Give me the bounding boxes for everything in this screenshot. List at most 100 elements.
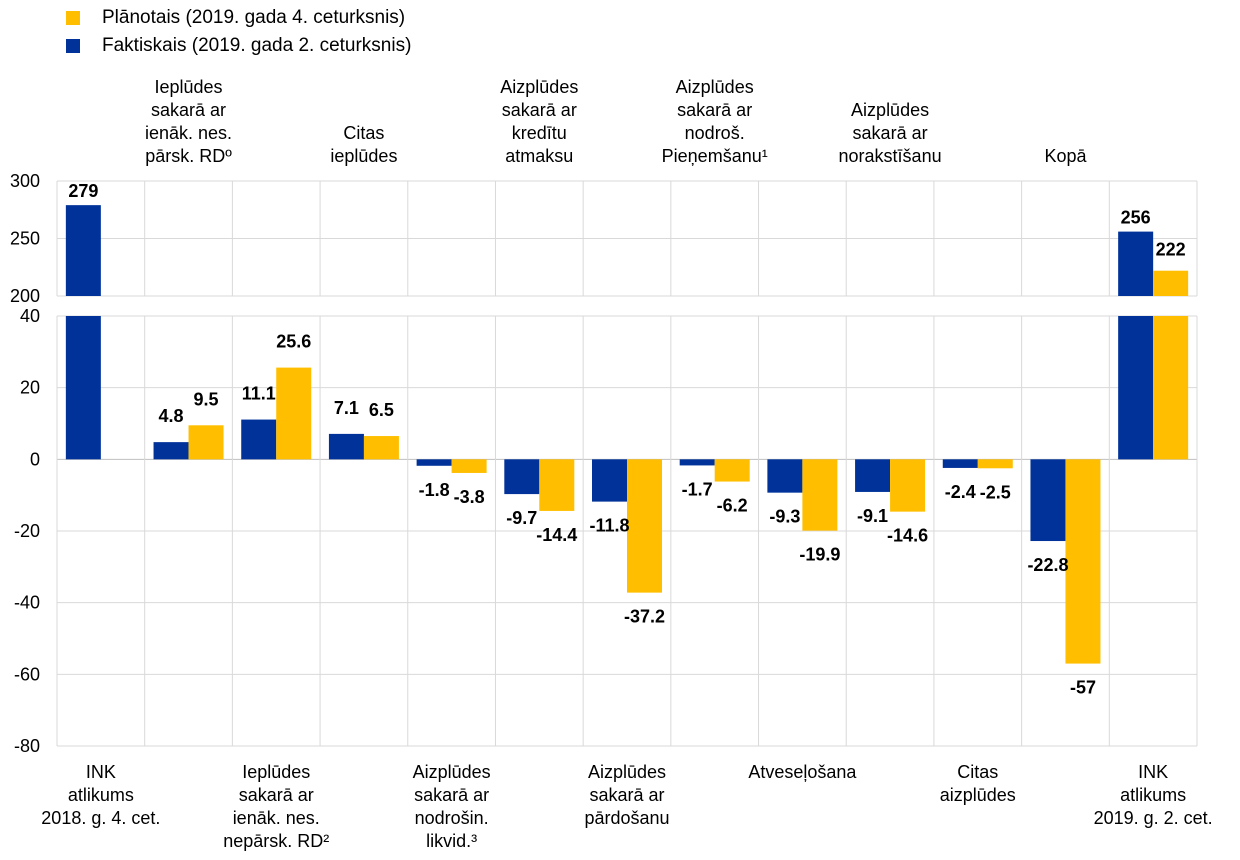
category-label-top: pārsk. RDº [145,146,232,166]
data-label-actual: -22.8 [1027,555,1068,575]
data-label-planned: -19.9 [799,545,840,565]
category-label-bottom: Citas [957,762,998,782]
data-label-planned: -14.4 [536,525,577,545]
data-label-actual: -9.1 [857,506,888,526]
bar-planned [714,459,750,482]
bar-planned [890,459,926,512]
category-label-bottom: INK [1138,762,1168,782]
bar-planned [188,425,224,460]
category-label-bottom: likvid.³ [426,831,477,851]
lower-y-tick-label: -20 [14,521,40,541]
category-label-bottom: sakarā ar [414,785,489,805]
data-label-actual: -1.8 [419,480,450,500]
bar-actual [65,316,101,460]
bar-planned [1153,270,1189,296]
bar-planned [627,459,662,593]
category-label-top: Pieņemšanu¹ [662,146,768,166]
data-label-actual: -9.3 [769,507,800,527]
data-label-planned: -6.2 [717,496,748,516]
category-label-bottom: sakarā ar [589,785,664,805]
category-label-top: sakarā ar [151,100,226,120]
legend-item-actual: Faktiskais (2019. gada 2. ceturksnis) [66,32,411,60]
upper-y-tick-label: 200 [10,286,40,306]
data-label-planned: -57 [1070,678,1096,698]
category-label-bottom: nepārsk. RD² [223,831,329,851]
bar-actual [241,419,277,460]
data-label-planned: 6.5 [369,400,394,420]
bar-actual [1118,316,1154,460]
category-label-top: ieplūdes [330,146,397,166]
category-label-top: sakarā ar [853,123,928,143]
data-label-planned: 9.5 [194,389,219,409]
upper-y-tick-label: 300 [10,171,40,191]
category-label-bottom: 2019. g. 2. cet. [1094,808,1213,828]
bar-actual [1030,459,1066,542]
data-label-actual: 4.8 [159,406,184,426]
category-label-top: Citas [343,123,384,143]
bar-actual [504,459,540,495]
data-label-actual: 7.1 [334,398,359,418]
category-label-bottom: atlikums [1120,785,1186,805]
bar-actual [153,442,189,460]
category-label-bottom: INK [86,762,116,782]
category-label-bottom: aizplūdes [940,785,1016,805]
data-label-planned: -2.5 [980,482,1011,502]
data-label-planned: -37.2 [624,607,665,627]
category-label-bottom: pārdošanu [584,808,669,828]
lower-y-tick-label: -60 [14,664,40,684]
bar-actual [416,459,452,466]
lower-y-tick-label: 40 [20,306,40,326]
category-label-top: sakarā ar [677,100,752,120]
bar-actual [65,205,101,296]
bar-planned [539,459,575,511]
bar-planned [977,459,1013,469]
category-label-top: kredītu [512,123,567,143]
category-label-top: ienāk. nes. [145,123,232,143]
bar-planned [276,367,312,460]
bar-actual [942,459,978,468]
category-label-top: Aizplūdes [851,100,929,120]
category-label-bottom: Aizplūdes [588,762,666,782]
data-label-actual: 11.1 [242,384,276,404]
legend: Plānotais (2019. gada 4. ceturksnis) Fak… [66,4,411,60]
data-label-actual: -2.4 [945,482,976,502]
legend-label-actual: Faktiskais (2019. gada 2. ceturksnis) [102,35,412,56]
lower-y-tick-label: -80 [14,736,40,756]
category-label-top: norakstīšanu [839,146,942,166]
category-label-bottom: Aizplūdes [413,762,491,782]
category-label-top: nodroš. [685,123,745,143]
bar-planned [451,459,487,473]
bar-actual [592,459,627,502]
data-label-planned: -3.8 [454,487,485,507]
category-label-bottom: 2018. g. 4. cet. [41,808,160,828]
bar-actual [328,433,364,460]
category-label-bottom: nodrošin. [415,808,489,828]
data-label-planned: 222 [1156,240,1186,260]
bar-actual [679,459,715,466]
upper-y-tick-label: 250 [10,229,40,249]
lower-y-tick-label: 0 [30,449,40,469]
data-label-actual: 279 [68,181,98,201]
category-label-top: Aizplūdes [676,77,754,97]
legend-swatch-actual [66,39,80,53]
data-label-actual: -11.8 [589,516,629,536]
bar-actual [1118,231,1154,296]
data-label-planned: -14.6 [887,526,928,546]
category-label-top: sakarā ar [502,100,577,120]
bar-actual [855,459,891,492]
bar-planned [802,459,838,531]
lower-y-tick-label: -40 [14,593,40,613]
legend-label-planned: Plānotais (2019. gada 4. ceturksnis) [102,7,406,28]
category-label-top: Kopā [1044,146,1087,166]
data-label-actual: -9.7 [506,508,537,528]
bar-planned [1153,316,1189,460]
category-label-top: Ieplūdes [155,77,223,97]
bar-actual [767,459,803,493]
lower-y-tick-label: 20 [20,378,40,398]
category-label-bottom: Ieplūdes [242,762,310,782]
bar-planned [1065,459,1101,664]
legend-item-planned: Plānotais (2019. gada 4. ceturksnis) [66,4,411,32]
category-label-top: atmaksu [505,146,573,166]
category-label-bottom: sakarā ar [239,785,314,805]
